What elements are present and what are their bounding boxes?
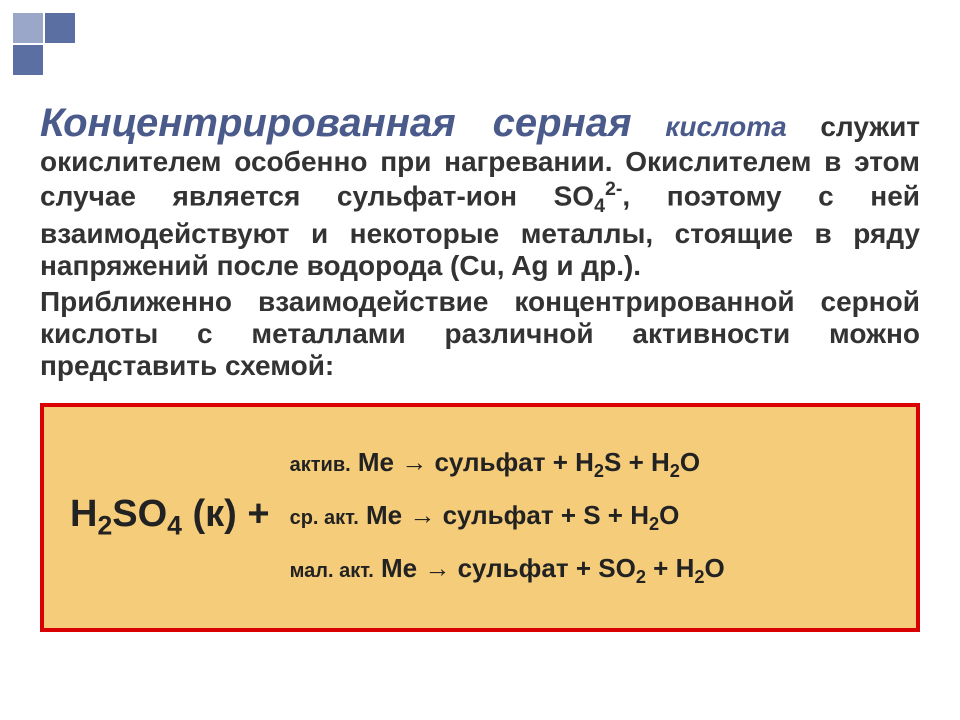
rxn-body: Me → сульфат + H	[351, 447, 594, 477]
rxn-sub: 2	[594, 461, 604, 481]
lhs-h: H	[70, 493, 97, 535]
rxn-sub: 2	[636, 567, 646, 587]
reaction-row: ср. акт. Me → сульфат + S + H2O	[290, 500, 890, 535]
rxn-rest: S + H	[604, 447, 670, 477]
reaction-row: актив. Me → сульфат + H2S + H2O	[290, 447, 890, 482]
sup-2minus: 2-	[605, 178, 622, 200]
rxn-rest: + H	[646, 553, 694, 583]
rxn-prefix: актив.	[290, 454, 351, 476]
corner-decoration	[12, 12, 84, 76]
paragraph-2: Приближенно взаимодействие концентрирова…	[40, 286, 920, 383]
deco-square	[45, 13, 75, 43]
reaction-scheme-box: H2SO4 (к) + актив. Me → сульфат + H2S + …	[40, 403, 920, 633]
rxn-sub2: 2	[694, 567, 704, 587]
title-main: Концентрированная серная	[40, 101, 632, 145]
lhs-tail: (к) +	[182, 493, 270, 535]
rxn-tail: O	[680, 447, 700, 477]
rxn-sub2: 2	[670, 461, 680, 481]
lhs-so: SO	[112, 493, 167, 535]
slide-content: Концентрированная серная кислота служит …	[40, 100, 920, 632]
rxn-prefix: ср. акт.	[290, 507, 359, 529]
reaction-lhs: H2SO4 (к) +	[70, 493, 270, 542]
rxn-tail: O	[659, 500, 679, 530]
deco-square	[13, 45, 43, 75]
rxn-prefix: мал. акт.	[290, 560, 374, 582]
sub-4: 4	[594, 195, 605, 217]
deco-square	[13, 13, 43, 43]
title-tail: кислота	[665, 111, 787, 142]
rxn-sub2: 2	[649, 514, 659, 534]
reaction-rhs: актив. Me → сульфат + H2S + H2O ср. акт.…	[290, 429, 890, 607]
rxn-body: Me → сульфат + S + H	[359, 500, 649, 530]
rxn-tail: O	[704, 553, 724, 583]
paragraph-1: Концентрированная серная кислота служит …	[40, 100, 920, 282]
rxn-body: Me → сульфат + SO	[374, 553, 636, 583]
reaction-row: мал. акт. Me → сульфат + SO2 + H2O	[290, 553, 890, 588]
